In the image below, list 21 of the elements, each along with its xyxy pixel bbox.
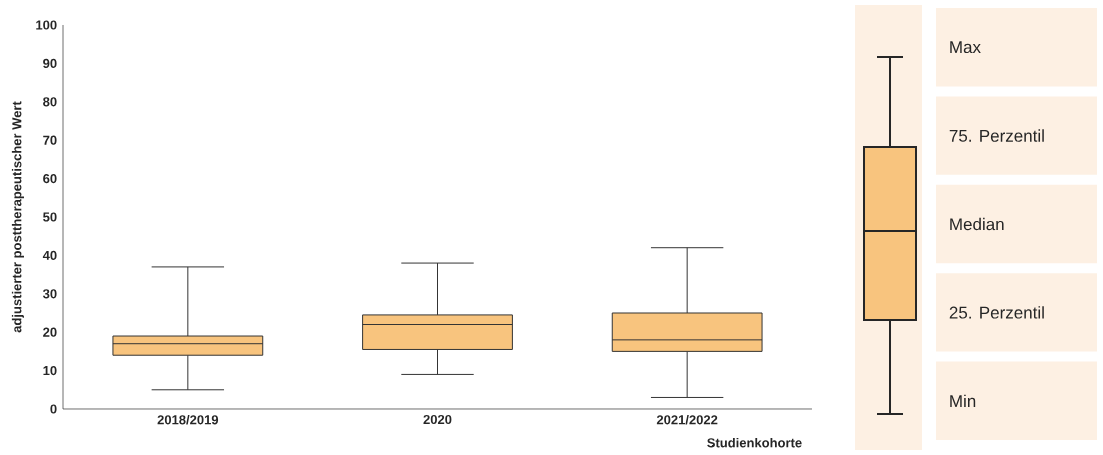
y-tick-label: 20 — [43, 327, 57, 337]
y-tick-label: 90 — [43, 58, 57, 68]
x-tick-label: 2021/2022 — [656, 414, 718, 425]
x-tick-label: 2020 — [423, 414, 452, 425]
text: Max — [950, 41, 981, 54]
y-tick-label: 80 — [43, 97, 57, 107]
text: Min — [950, 394, 976, 407]
y-tick-label: 100 — [36, 20, 57, 30]
y-axis-title: adjustierter posttherapeutischer Wert — [11, 101, 24, 333]
text: Median — [950, 217, 1004, 231]
y-tick-label: 50 — [43, 212, 57, 222]
y-tick-label: 10 — [43, 365, 57, 376]
x-tick-label: 2018/2019 — [157, 414, 219, 425]
x-axis-title: Studienkohorte — [707, 437, 802, 448]
y-tick-label: 0 — [50, 404, 57, 414]
text: 75. Perzentil — [949, 129, 1044, 142]
y-tick-label: 70 — [43, 135, 57, 145]
y-tick-label: 30 — [42, 289, 57, 299]
y-tick-label: 60 — [43, 174, 57, 184]
text: 25. Perzentil — [949, 306, 1044, 319]
y-tick-label: 40 — [42, 250, 57, 260]
